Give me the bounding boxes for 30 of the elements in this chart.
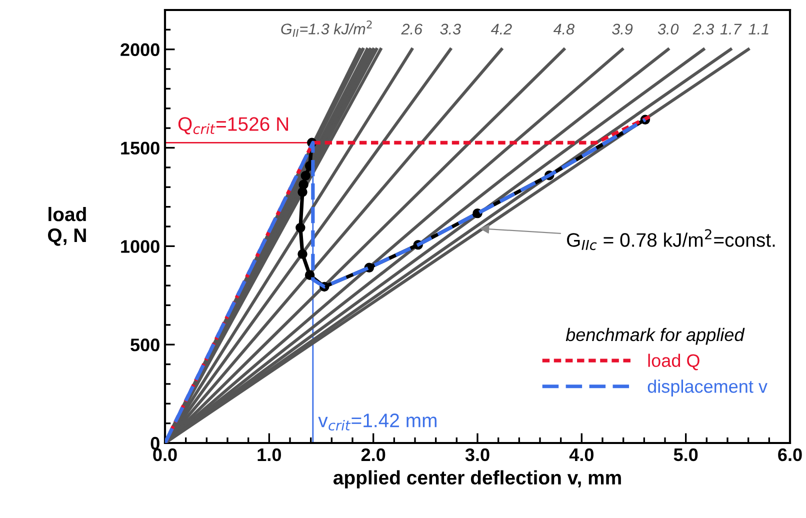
x-tick-label: 1.0 [258, 448, 281, 462]
text: load Q [648, 354, 700, 370]
y-tick-label: 0 [150, 436, 160, 450]
annotation: 1.1 [748, 24, 768, 34]
x-tick-label: 3.0 [465, 448, 490, 462]
annotation: 2.6 [401, 24, 422, 35]
annotation: 2.3 [692, 24, 714, 35]
annotation: 4.2 [490, 24, 512, 34]
annotation: 3.9 [612, 24, 633, 35]
annotation: 1.7 [720, 24, 742, 34]
text: displacement v [648, 380, 768, 396]
y-axis-title: load Q, N [48, 206, 86, 246]
annotation: 3.0 [658, 24, 679, 35]
legend-title: benchmark for applied [566, 328, 745, 345]
y-tick-label: 500 [130, 338, 160, 352]
annotation: G$_{II}$=1.3 kJ/m$^{2}$ [281, 20, 372, 37]
y-tick-label: 1000 [121, 240, 160, 253]
x-axis-title: applied center deflection v, mm [333, 470, 621, 488]
y-tick-label: 1500 [121, 142, 160, 154]
x-tick-label: 2.0 [361, 448, 386, 462]
annotation: 3.3 [440, 24, 461, 35]
annotation: 4.8 [553, 24, 574, 35]
y-tick-label: 2000 [120, 43, 160, 56]
x-tick-label: 4.0 [569, 448, 594, 462]
x-tick-label: 5.0 [674, 448, 698, 462]
ref-line-label: Q$_{crit}$=1526 N [178, 117, 288, 134]
annotation: G$_{IIc}$ = 0.78 kJ/m$^{2}$=const. [567, 229, 775, 250]
ref-line-label: v$_{crit}$=1.42 mm [318, 414, 436, 431]
x-tick-label: 0.0 [153, 448, 177, 462]
x-tick-label: 6.0 [778, 448, 802, 462]
